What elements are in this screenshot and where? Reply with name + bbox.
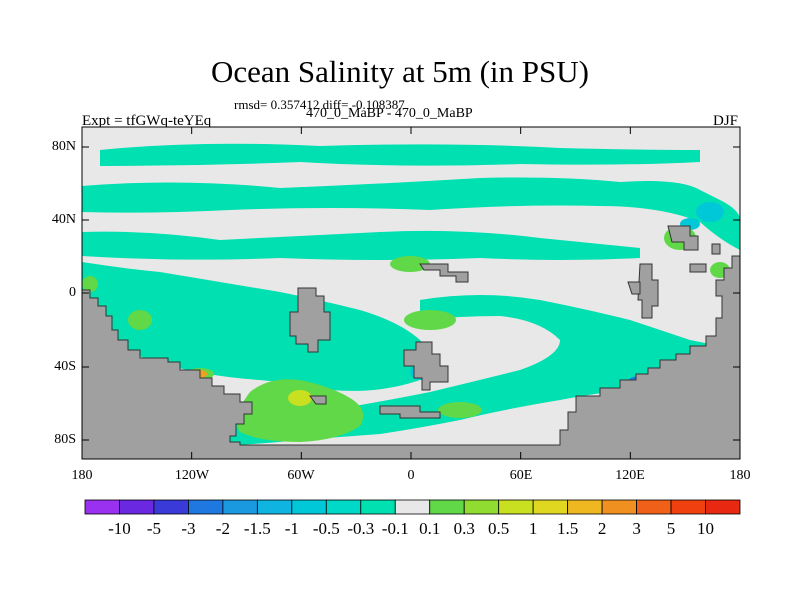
anomaly-positive-region bbox=[438, 402, 482, 418]
land-antarctica-america bbox=[82, 255, 740, 459]
anomaly-positive-region bbox=[128, 310, 152, 330]
season-label: DJF bbox=[712, 113, 738, 129]
colorbar-swatch bbox=[532, 499, 569, 515]
colorbar-swatch bbox=[188, 499, 224, 515]
colorbar-label: -1 bbox=[284, 519, 299, 538]
colorbar-label: 0.1 bbox=[419, 519, 441, 538]
colorbar-swatch bbox=[291, 499, 327, 515]
lat-tick-label: 40N bbox=[51, 212, 76, 227]
land-northeast bbox=[667, 225, 699, 251]
colorbar-label: 0.5 bbox=[488, 519, 510, 538]
colorbar-label: -10 bbox=[108, 519, 131, 538]
experiment-label: Expt = tfGWq-teYEq bbox=[82, 113, 212, 129]
colorbar-label: 10 bbox=[697, 519, 715, 538]
lat-tick-label: 80S bbox=[54, 432, 76, 447]
anomaly-negative-region bbox=[82, 177, 740, 250]
anomaly-positive-region bbox=[404, 310, 456, 330]
colorbar-swatch bbox=[567, 499, 603, 515]
land-asia bbox=[637, 263, 659, 319]
x-axis-ticks bbox=[81, 127, 741, 459]
colorbar-label: -0.1 bbox=[381, 519, 409, 538]
colorbar-swatch bbox=[498, 499, 534, 515]
colorbar-label: -1.5 bbox=[243, 519, 271, 538]
lat-tick-label: 80N bbox=[51, 139, 76, 154]
anomaly-mid-positive-spot bbox=[288, 390, 312, 406]
lon-tick-label: 120W bbox=[174, 468, 210, 483]
colorbar-swatch bbox=[463, 499, 500, 515]
colorbar-label: -5 bbox=[146, 519, 162, 538]
anomaly-positive-region bbox=[82, 276, 98, 292]
colorbar-label: 2 bbox=[597, 519, 607, 538]
anomaly-negative-region bbox=[100, 143, 700, 166]
lat-tick-label: 40S bbox=[54, 359, 76, 374]
colorbar-swatch bbox=[119, 499, 155, 515]
land-madagascar bbox=[403, 341, 449, 391]
map-field bbox=[82, 127, 740, 459]
lat-tick-label: 0 bbox=[69, 285, 76, 300]
colorbar-swatch bbox=[670, 499, 706, 515]
anomaly-strong-negative-spot bbox=[696, 202, 724, 222]
period-label: 470_0_MaBP - 470_0_MaBP bbox=[306, 106, 473, 121]
colorbar-label: 5 bbox=[666, 519, 676, 538]
land-island bbox=[309, 395, 327, 405]
colorbar-swatch bbox=[429, 499, 465, 515]
colorbar-swatch bbox=[705, 499, 741, 515]
anomaly-positive-region bbox=[236, 379, 364, 442]
anomaly-negative-region bbox=[82, 230, 640, 260]
land-africa bbox=[419, 263, 469, 283]
colorbar-swatch bbox=[394, 499, 431, 515]
colorbar-swatch bbox=[360, 499, 396, 515]
colorbar-swatch bbox=[636, 499, 672, 515]
colorbar-label: 1.5 bbox=[557, 519, 579, 538]
anomaly-negative-region bbox=[82, 262, 430, 391]
colorbar-swatch bbox=[325, 499, 362, 515]
lon-tick-label: 120E bbox=[615, 468, 645, 483]
land-south-america bbox=[289, 287, 331, 353]
colorbar-label: -0.3 bbox=[347, 519, 375, 538]
anomaly-negative-region bbox=[200, 295, 740, 446]
lon-tick-label: 60W bbox=[287, 468, 315, 483]
colorbar bbox=[84, 499, 741, 515]
colorbar-label: -3 bbox=[181, 519, 196, 538]
colorbar-swatch bbox=[153, 499, 189, 515]
lon-tick-label: 180 bbox=[71, 468, 93, 483]
colorbar-label: -0.5 bbox=[312, 519, 340, 538]
colorbar-label: 0.3 bbox=[453, 519, 475, 538]
lon-tick-label: 180 bbox=[729, 468, 751, 483]
y-axis-ticks bbox=[82, 146, 740, 441]
colorbar-label: 1 bbox=[528, 519, 538, 538]
colorbar-label: -2 bbox=[215, 519, 230, 538]
lon-tick-label: 0 bbox=[407, 468, 415, 483]
colorbar-label: 3 bbox=[632, 519, 641, 538]
anomaly-positive-region bbox=[390, 256, 430, 272]
land-island bbox=[379, 405, 441, 419]
rmsd-diff-label: rmsd= 0.357412 diff= -0.108387 bbox=[234, 97, 405, 112]
chart-title: Ocean Salinity at 5m (in PSU) bbox=[211, 54, 589, 89]
colorbar-swatch bbox=[256, 499, 293, 515]
land-island bbox=[711, 243, 721, 255]
colorbar-swatch bbox=[601, 499, 637, 515]
land-south-asia bbox=[627, 281, 641, 295]
land-island bbox=[689, 263, 707, 273]
colorbar-swatch bbox=[84, 499, 120, 515]
lon-tick-label: 60E bbox=[509, 468, 533, 483]
colorbar-swatch bbox=[222, 499, 258, 515]
